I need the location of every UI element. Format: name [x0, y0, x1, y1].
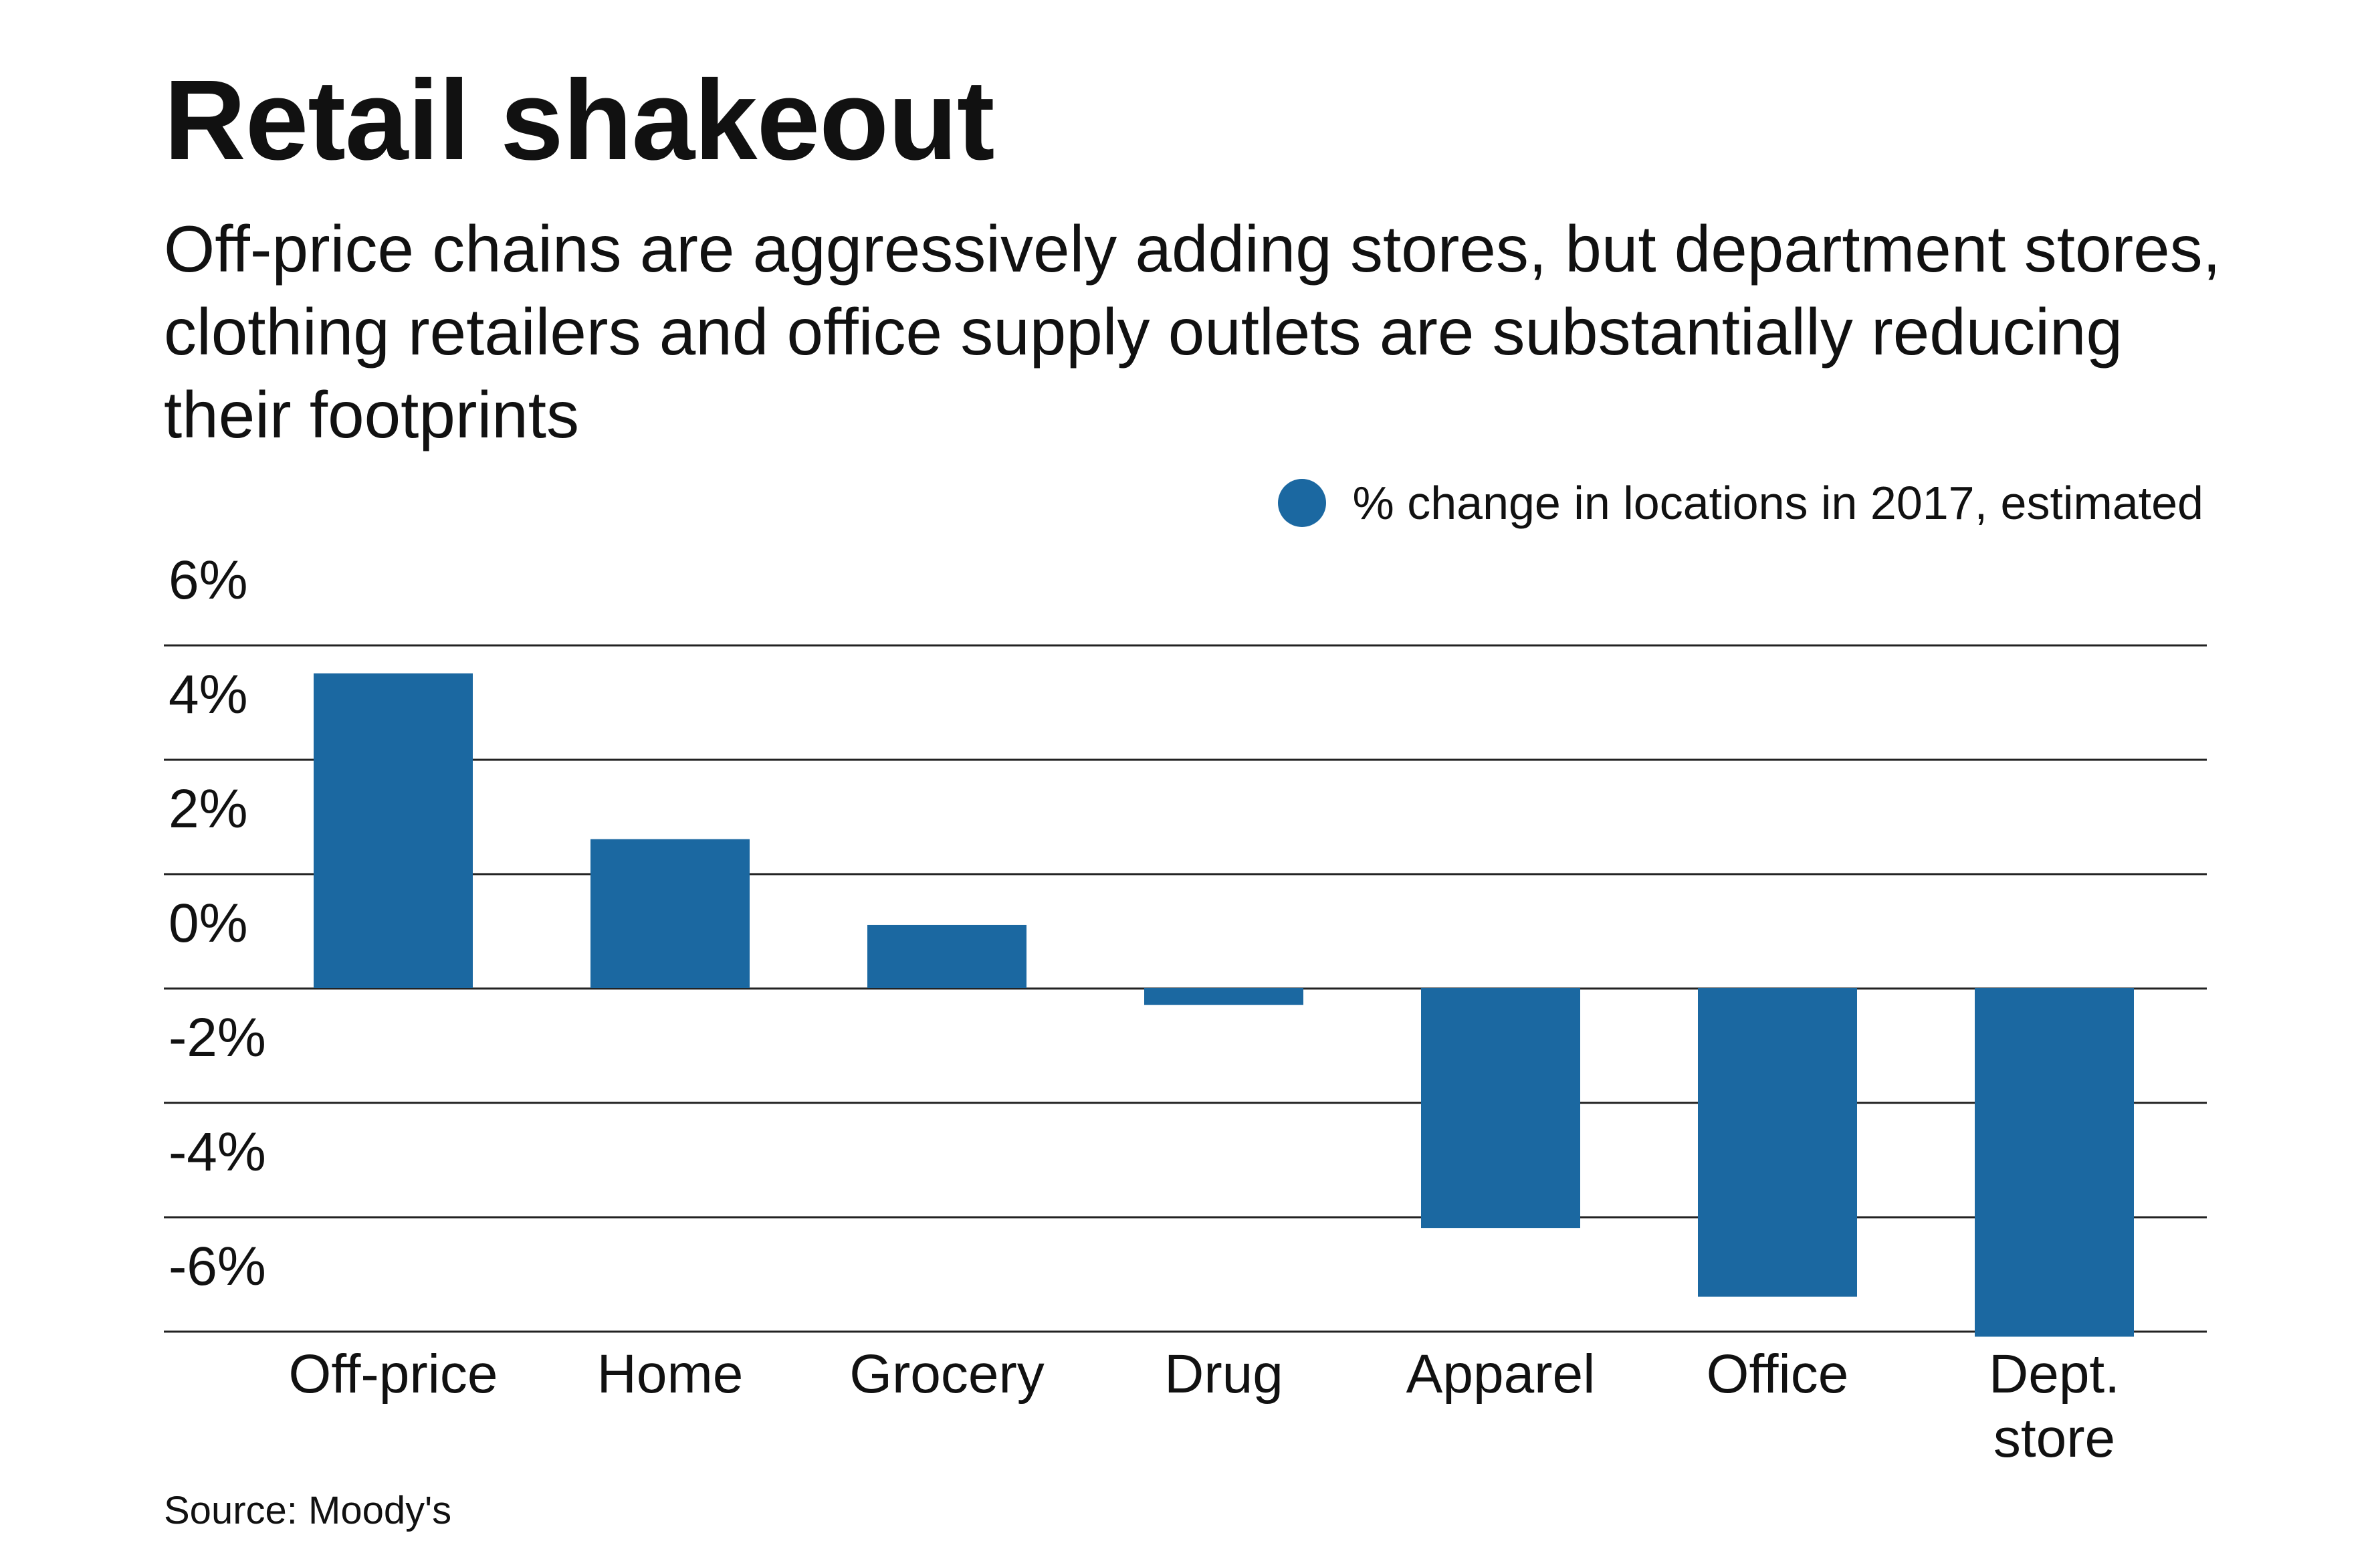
y-tick-label: -2% [169, 1007, 266, 1068]
y-tick-label: -6% [169, 1236, 266, 1297]
legend-swatch-icon [1277, 479, 1326, 527]
x-tick-label: Home [597, 1344, 744, 1405]
y-tick-label: 0% [169, 893, 248, 954]
y-tick-label: -4% [169, 1122, 266, 1182]
x-tick-label: Off-price [289, 1344, 498, 1405]
x-tick-label: Drug [1164, 1344, 1283, 1405]
bar-dept-store [1975, 988, 2134, 1337]
bar-off-price [314, 673, 473, 988]
chart-title: Retail shakeout [164, 57, 994, 184]
bar-home [590, 839, 750, 988]
bar-apparel [1421, 988, 1580, 1229]
bar-drug [1144, 988, 1303, 1005]
chart-subtitle: Off-price chains are aggressively adding… [164, 212, 2221, 451]
y-tick-label: 2% [169, 779, 248, 839]
bar-grocery [867, 924, 1026, 988]
y-tick-label: 4% [169, 664, 248, 725]
legend: % change in locations in 2017, estimated [1277, 476, 2203, 530]
y-axis-tick-labels: 6% 4% 2% 0% -2% -4% -6% [169, 550, 266, 1297]
x-tick-label: Office [1707, 1344, 1849, 1405]
bar-office [1698, 988, 1857, 1297]
x-tick-label: Apparel [1406, 1344, 1596, 1405]
y-tick-label: 6% [169, 550, 248, 611]
x-tick-label: Dept. store [1989, 1344, 2120, 1469]
legend-label: % change in locations in 2017, estimated [1352, 477, 2203, 529]
source-note: Source: Moody's [164, 1489, 452, 1532]
bars [314, 673, 2134, 1337]
x-axis-tick-labels: Off-price Home Grocery Drug Apparel Office Dep… [289, 1344, 2120, 1469]
x-tick-label: Grocery [849, 1344, 1045, 1405]
